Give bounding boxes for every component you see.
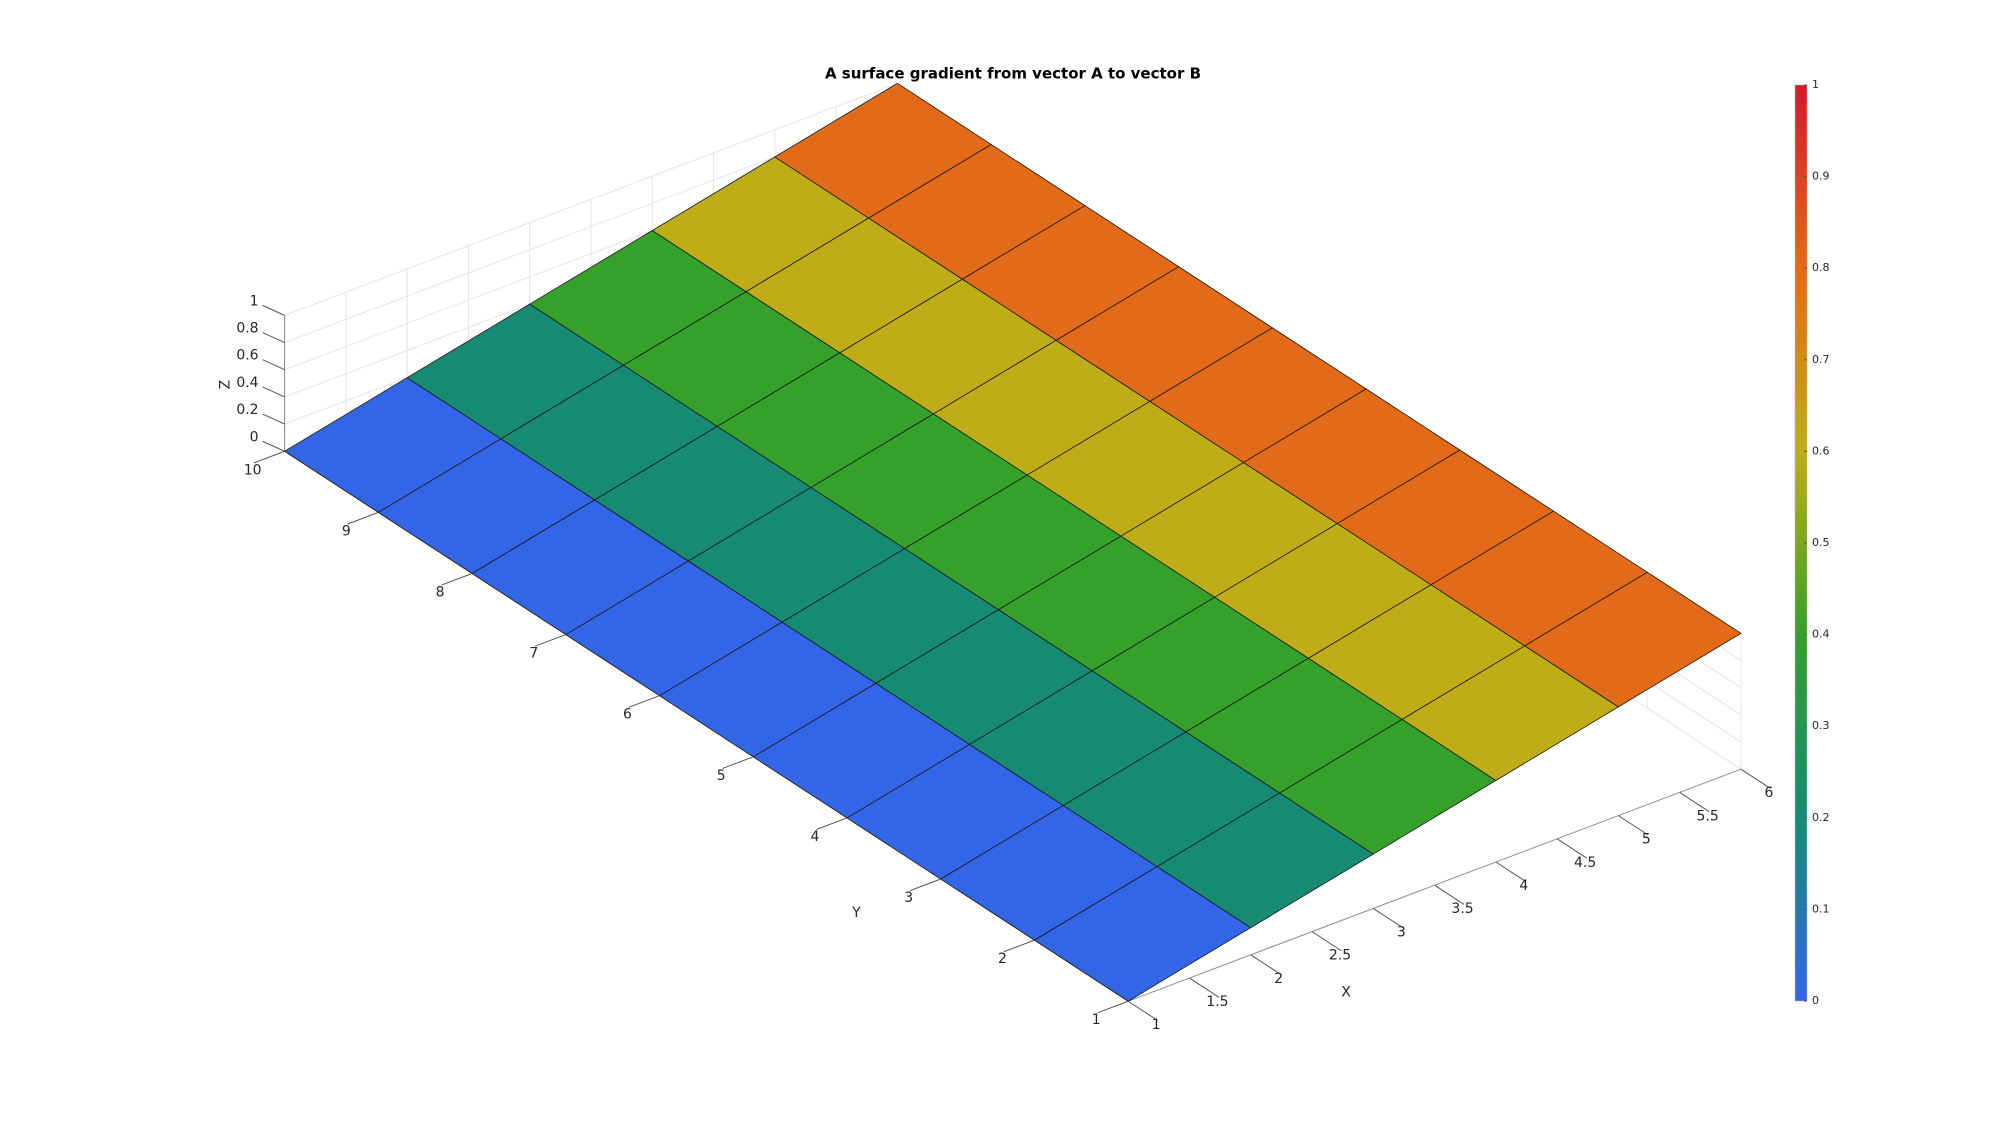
colorbar-tick-label: 0.7 — [1812, 353, 1830, 366]
x-tick-label: 1.5 — [1206, 994, 1228, 1010]
colorbar-tick-label: 0.6 — [1812, 444, 1830, 457]
x-tick — [1740, 768, 1771, 789]
y-axis-label: Y — [851, 905, 861, 921]
y-tick — [722, 756, 754, 769]
y-tick-label: 2 — [998, 951, 1007, 967]
z-tick-label: 1 — [250, 293, 259, 309]
x-tick-label: 6 — [1764, 785, 1773, 801]
x-tick — [1618, 815, 1649, 836]
x-tick — [1495, 861, 1526, 882]
colorbar-tick-label: 0.9 — [1812, 170, 1830, 183]
y-tick-label: 1 — [1092, 1012, 1101, 1028]
z-tick — [262, 386, 285, 398]
colorbar-tick-label: 0.3 — [1812, 719, 1830, 732]
colorbar-tick-label: 0 — [1812, 994, 1819, 1007]
y-tick-label: 5 — [717, 768, 726, 784]
x-tick — [1189, 977, 1220, 998]
y-tick — [534, 634, 566, 647]
x-tick — [1127, 1000, 1158, 1021]
chart-title: A surface gradient from vector A to vect… — [825, 65, 1201, 83]
colorbar-tick-label: 0.8 — [1812, 261, 1830, 274]
y-tick-label: 6 — [623, 707, 632, 723]
z-axis-label: Z — [218, 380, 234, 390]
x-tick — [1434, 884, 1465, 905]
y-tick-label: 9 — [342, 523, 351, 539]
z-tick-label: 0.2 — [236, 402, 258, 418]
x-tick-label: 3.5 — [1451, 901, 1473, 917]
x-tick — [1373, 908, 1404, 929]
y-tick — [347, 511, 379, 525]
z-tick-label: 0 — [250, 429, 259, 445]
y-tick — [1003, 939, 1035, 953]
x-tick-label: 5.5 — [1697, 808, 1719, 824]
colorbar-tick-label: 0.2 — [1812, 811, 1830, 824]
x-tick-label: 2.5 — [1329, 948, 1351, 964]
colorbar-tick-label: 0.4 — [1812, 628, 1830, 641]
x-tick-label: 2 — [1274, 971, 1283, 987]
y-tick — [909, 878, 941, 892]
z-tick-label: 0.4 — [236, 375, 258, 391]
surface-face — [774, 82, 992, 219]
x-tick — [1250, 954, 1281, 975]
x-tick-label: 5 — [1642, 832, 1651, 848]
y-tick — [253, 450, 285, 464]
x-tick-label: 1 — [1152, 1017, 1161, 1033]
y-tick-label: 7 — [529, 646, 538, 662]
y-tick — [441, 573, 473, 586]
y-tick-label: 8 — [436, 584, 445, 600]
x-tick — [1679, 791, 1710, 813]
y-tick — [816, 817, 848, 830]
colorbar-tick-label: 0.5 — [1812, 536, 1830, 549]
z-tick — [262, 332, 285, 344]
z-tick — [262, 440, 285, 452]
y-tick — [628, 695, 660, 708]
x-tick-label: 4 — [1519, 878, 1528, 894]
y-tick-label: 3 — [904, 890, 913, 906]
y-tick-label: 10 — [244, 462, 262, 478]
z-tick — [262, 359, 285, 371]
x-axis-label: X — [1341, 984, 1351, 1000]
colorbar-tick-label: 1 — [1812, 78, 1819, 91]
grid-line — [284, 82, 898, 316]
x-tick — [1311, 931, 1342, 952]
x-tick-label: 4.5 — [1574, 855, 1596, 871]
colorbar-tick-label: 0.1 — [1812, 902, 1830, 915]
z-tick — [262, 413, 285, 425]
x-tick-label: 3 — [1397, 924, 1406, 940]
z-tick-label: 0.8 — [236, 321, 258, 337]
y-tick — [1097, 1000, 1129, 1014]
z-tick-label: 0.6 — [236, 348, 258, 364]
y-tick-label: 4 — [811, 829, 820, 845]
z-tick — [262, 304, 285, 316]
x-tick — [1556, 838, 1587, 859]
